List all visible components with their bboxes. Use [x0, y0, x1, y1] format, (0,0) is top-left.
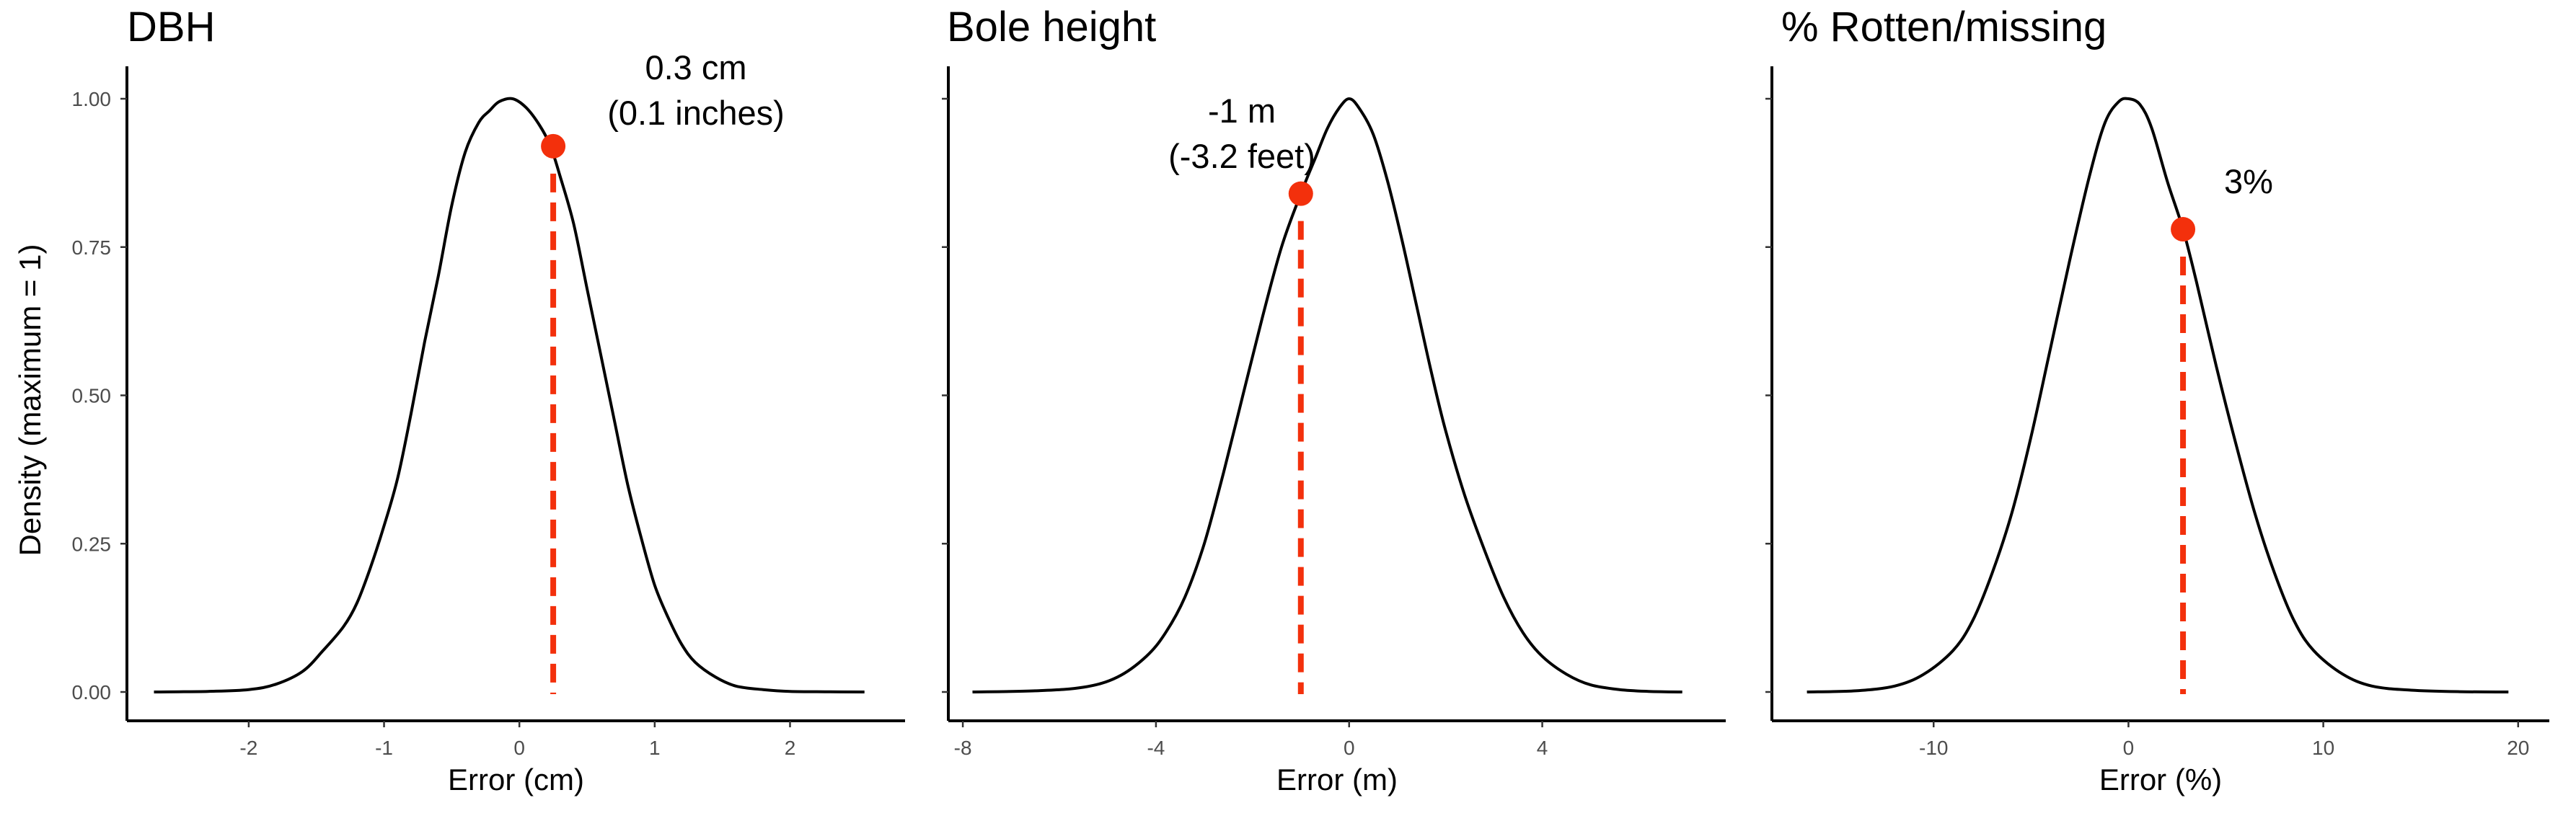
- annotation-label: (0.1 inches): [607, 94, 785, 132]
- y-tick-label: 1.00: [72, 88, 112, 110]
- x-tick-label: -8: [954, 737, 972, 759]
- annotation-label: 3%: [2224, 162, 2273, 200]
- panel-title: % Rotten/missing: [1781, 4, 2107, 50]
- x-tick-label: 2: [785, 737, 796, 759]
- marker-point: [541, 133, 566, 159]
- x-tick-label: -2: [239, 737, 257, 759]
- x-tick-label: 0: [2123, 737, 2135, 759]
- x-tick-label: 10: [2312, 737, 2334, 759]
- x-tick-label: 20: [2507, 737, 2529, 759]
- chart-panel: DBH -2 -1 0 1 2 0.00 0.25 0.50 0.75 1.00 Error (cm)…: [72, 4, 905, 796]
- x-tick-label: -10: [1919, 737, 1948, 759]
- x-axis-title: Error (m): [1276, 763, 1398, 796]
- annotation-label: -1 m: [1208, 92, 1276, 130]
- marker-point: [2171, 217, 2196, 242]
- marker-point: [1288, 181, 1313, 206]
- x-tick-label: -1: [375, 737, 393, 759]
- x-axis-title: Error (cm): [448, 763, 584, 796]
- panel-title: DBH: [127, 4, 215, 50]
- density-curve: [972, 97, 1682, 693]
- density-curve: [154, 97, 865, 693]
- y-axis-title: Density (maximum = 1): [13, 244, 47, 556]
- x-tick-label: 4: [1537, 737, 1548, 759]
- x-tick-label: -4: [1147, 737, 1165, 759]
- y-tick-label: 0.50: [72, 385, 112, 407]
- y-tick-label: 0.00: [72, 681, 112, 704]
- x-tick-label: 0: [1344, 737, 1355, 759]
- x-tick-label: 1: [649, 737, 661, 759]
- annotation-label: (-3.2 feet): [1168, 137, 1315, 175]
- x-axis-title: Error (%): [2099, 763, 2222, 796]
- panel-title: Bole height: [947, 4, 1156, 50]
- y-tick-label: 0.25: [72, 533, 112, 555]
- annotation-label: 0.3 cm: [645, 48, 746, 86]
- x-tick-label: 0: [513, 737, 525, 759]
- chart-panel: Bole height -8 -4 0 4 Error (m) -1 m (-3.2 feet…: [942, 4, 1726, 796]
- chart-panel: % Rotten/missing -10 0 10 20 Error (%) 3%: [1765, 4, 2549, 796]
- density-curve: [1807, 97, 2509, 693]
- y-tick-label: 0.75: [72, 236, 112, 259]
